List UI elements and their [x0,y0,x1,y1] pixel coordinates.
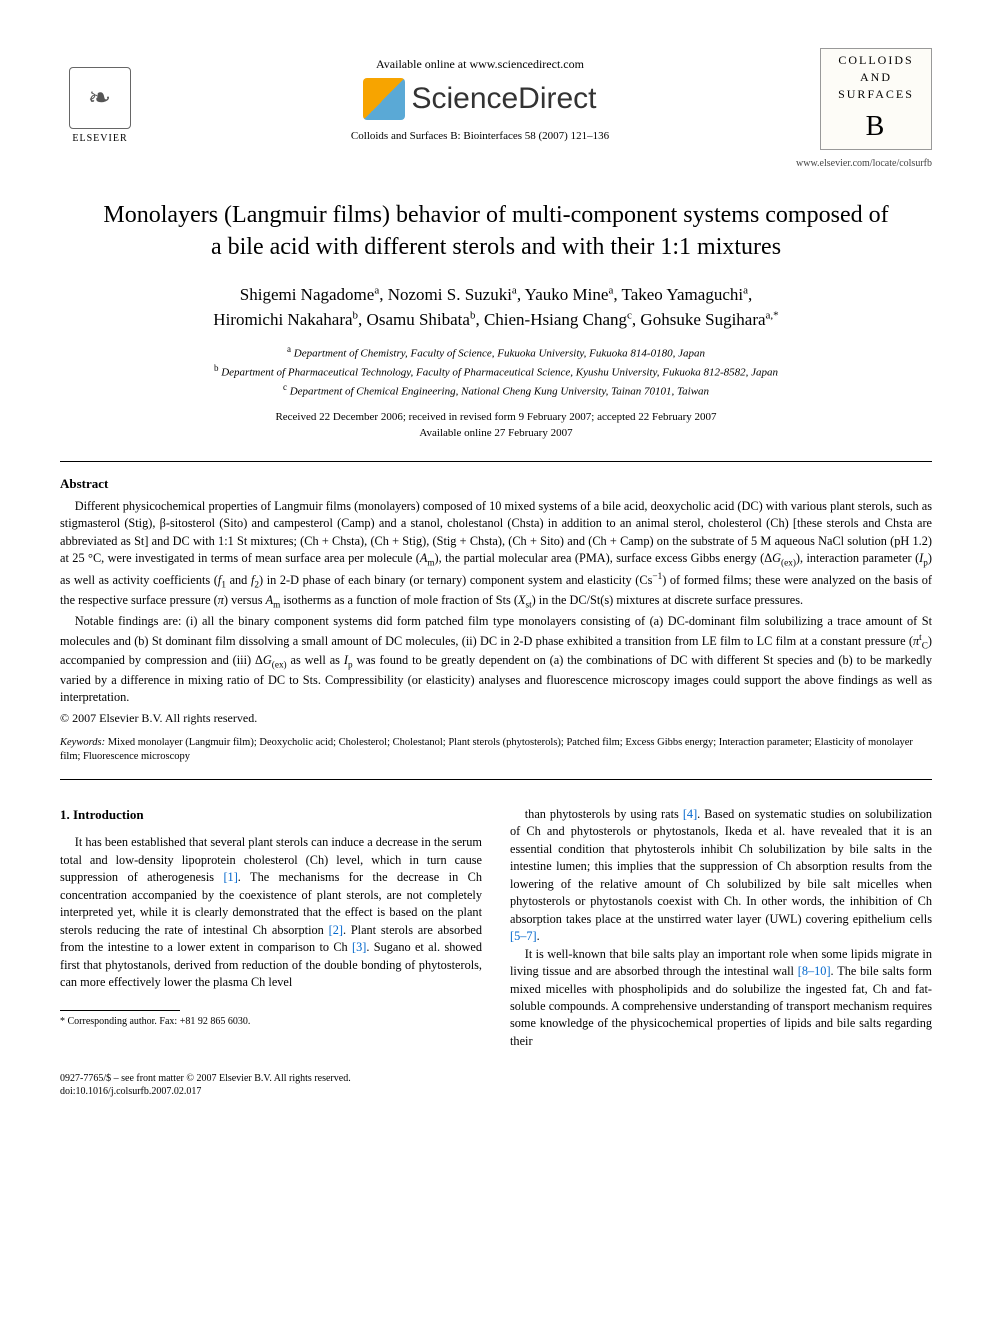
copyright-line: © 2007 Elsevier B.V. All rights reserved… [60,711,932,726]
abstract-para-1: Different physicochemical properties of … [60,498,932,611]
sciencedirect-wordmark: ScienceDirect [411,82,596,116]
affiliation-c: c Department of Chemical Engineering, Na… [60,381,932,400]
keywords: Keywords: Mixed monolayer (Langmuir film… [60,736,932,765]
journal-cover-box: COLLOIDS AND SURFACES B [820,48,932,150]
elsevier-tree-icon: ❧ [69,67,131,129]
journal-box-b: B [866,107,887,146]
affiliation-b: b Department of Pharmaceutical Technolog… [60,362,932,381]
intro-para-left: It has been established that several pla… [60,834,482,991]
elsevier-logo: ❧ ELSEVIER [60,54,140,144]
rule-top [60,461,932,462]
journal-reference: Colloids and Surfaces B: Biointerfaces 5… [140,130,820,142]
page-footer: 0927-7765/$ – see front matter © 2007 El… [60,1072,932,1098]
authors-line-1: Shigemi Nagadomea, Nozomi S. Suzukia, Ya… [100,282,892,308]
received-line: Received 22 December 2006; received in r… [60,410,932,425]
sciencedirect-icon [363,78,405,120]
left-column: 1. Introduction It has been established … [60,806,482,1050]
locate-url: www.elsevier.com/locate/colsurfb [60,158,932,169]
section-1-heading: 1. Introduction [60,806,482,824]
abstract-heading: Abstract [60,476,932,492]
available-online-line: Available online at www.sciencedirect.co… [140,57,820,72]
keywords-label: Keywords: [60,737,105,748]
abstract-para-2: Notable findings are: (i) all the binary… [60,613,932,707]
affiliation-a: a Department of Chemistry, Faculty of Sc… [60,343,932,362]
journal-box-line: AND [860,69,892,86]
online-line: Available online 27 February 2007 [60,426,932,441]
journal-header: ❧ ELSEVIER Available online at www.scien… [60,48,932,150]
rule-bottom [60,779,932,780]
right-column: than phytosterols by using rats [4]. Bas… [510,806,932,1050]
elsevier-label: ELSEVIER [72,133,127,144]
footer-doi: doi:10.1016/j.colsurfb.2007.02.017 [60,1085,932,1098]
footer-front-matter: 0927-7765/$ – see front matter © 2007 El… [60,1072,932,1085]
intro-para-right-1: than phytosterols by using rats [4]. Bas… [510,806,932,946]
article-title: Monolayers (Langmuir films) behavior of … [100,199,892,264]
corresponding-author-footnote: * Corresponding author. Fax: +81 92 865 … [60,1015,482,1028]
author-list: Shigemi Nagadomea, Nozomi S. Suzukia, Ya… [100,282,892,333]
journal-box-line: SURFACES [838,86,914,103]
two-column-body: 1. Introduction It has been established … [60,806,932,1050]
keywords-text: Mixed monolayer (Langmuir film); Deoxych… [60,737,913,763]
journal-box-line: COLLOIDS [838,52,913,69]
intro-para-right-2: It is well-known that bile salts play an… [510,946,932,1051]
authors-line-2: Hiromichi Nakaharab, Osamu Shibatab, Chi… [100,307,892,333]
abstract-body: Different physicochemical properties of … [60,498,932,707]
footnote-rule [60,1010,180,1011]
article-dates: Received 22 December 2006; received in r… [60,410,932,441]
affiliations: a Department of Chemistry, Faculty of Sc… [60,343,932,400]
